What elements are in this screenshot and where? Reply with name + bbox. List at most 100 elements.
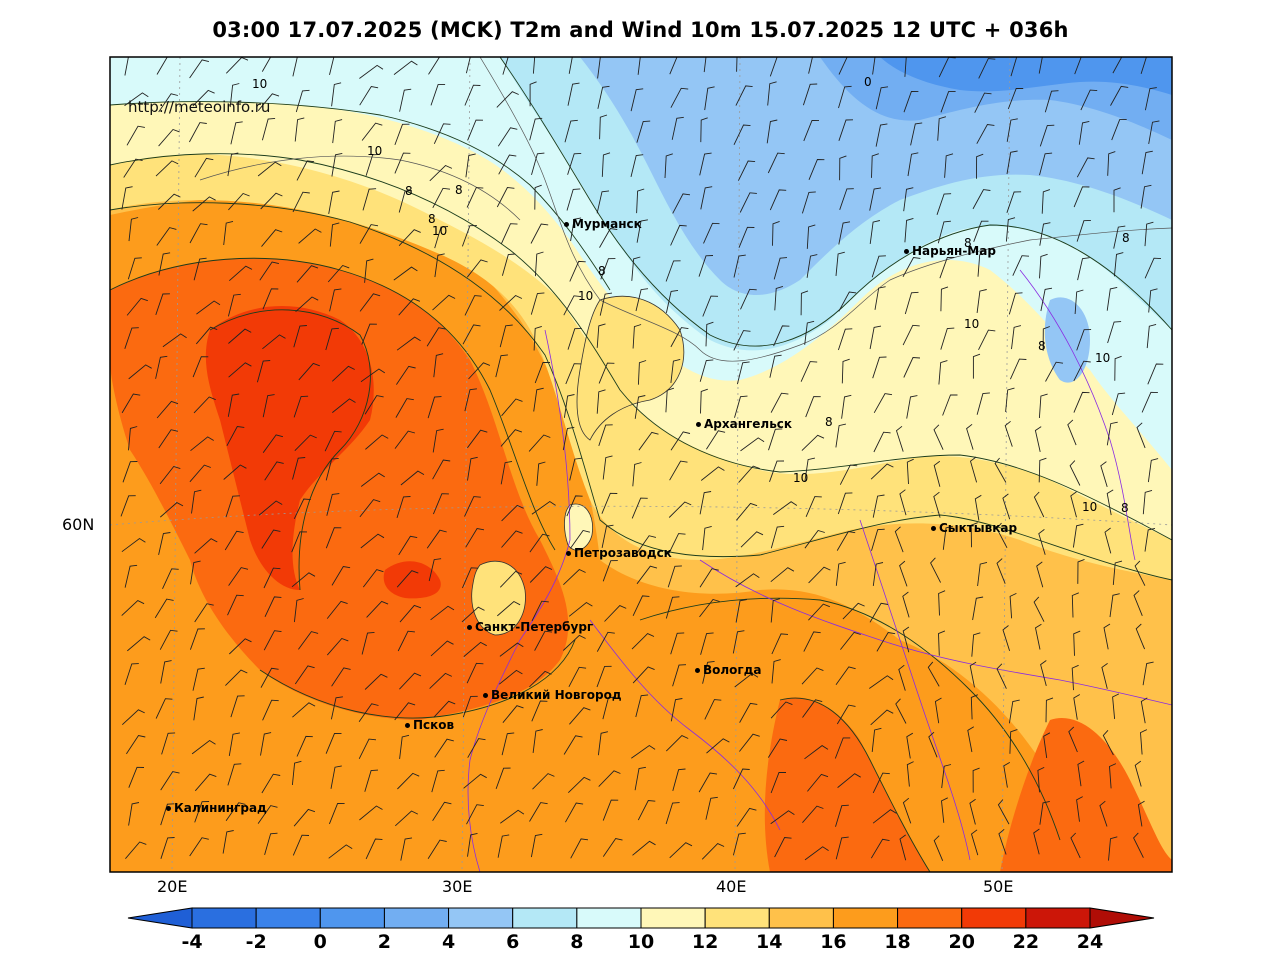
wind-barb bbox=[872, 57, 876, 75]
wind-barb bbox=[835, 836, 849, 860]
wind-barb bbox=[703, 57, 707, 73]
wind-barb bbox=[976, 153, 984, 179]
wind-barb bbox=[128, 766, 145, 788]
wind-barb bbox=[224, 530, 244, 551]
wind-barb bbox=[228, 328, 252, 344]
wind-barb bbox=[434, 253, 445, 278]
wind-barb bbox=[1140, 184, 1152, 209]
wind-barb bbox=[740, 437, 765, 452]
wind-barb bbox=[432, 493, 449, 515]
wind-barb bbox=[1076, 219, 1091, 242]
isoline-label: 10 bbox=[964, 317, 980, 331]
wind-barb bbox=[1147, 363, 1164, 385]
wind-barb bbox=[835, 251, 845, 276]
wind-barb bbox=[770, 772, 786, 794]
colorbar-tick-label: 18 bbox=[884, 931, 911, 953]
wind-barb bbox=[944, 153, 954, 178]
wind-barb bbox=[938, 360, 948, 385]
wind-barb bbox=[432, 294, 456, 311]
isoline-label: 10 bbox=[1082, 500, 1098, 514]
wind-barb bbox=[1112, 57, 1123, 74]
wind-barb bbox=[699, 491, 712, 515]
wind-barb bbox=[1100, 461, 1108, 488]
wind-barb bbox=[158, 252, 171, 276]
wind-barb bbox=[1003, 762, 1011, 788]
wind-barb bbox=[496, 187, 515, 208]
white-sea bbox=[576, 296, 685, 441]
wind-barb bbox=[298, 631, 319, 650]
wind-barb bbox=[189, 122, 207, 143]
wind-barb bbox=[365, 153, 380, 176]
wind-barb bbox=[292, 191, 310, 213]
wind-barb bbox=[499, 669, 523, 685]
wind-barb bbox=[464, 496, 481, 517]
wind-barb bbox=[565, 802, 584, 823]
wind-barb bbox=[529, 566, 553, 583]
wind-barb bbox=[1146, 323, 1157, 349]
wind-barb bbox=[1068, 726, 1078, 753]
wind-barb bbox=[496, 91, 519, 108]
wind-barb bbox=[399, 734, 410, 759]
wind-barb bbox=[364, 673, 388, 690]
wind-barb bbox=[1099, 800, 1108, 827]
wind-barb bbox=[933, 460, 941, 487]
wind-barb bbox=[427, 839, 447, 860]
wind-barb bbox=[263, 630, 282, 651]
wind-barb bbox=[293, 498, 311, 519]
wind-barb bbox=[636, 535, 657, 554]
wind-barb bbox=[597, 731, 609, 756]
wind-barb bbox=[739, 702, 758, 723]
wind-barb bbox=[604, 605, 627, 622]
wind-barb bbox=[938, 590, 946, 616]
wind-barb bbox=[264, 832, 278, 856]
wind-barb bbox=[672, 768, 686, 792]
wind-barb bbox=[841, 394, 852, 419]
isoline-label: 10 bbox=[1095, 351, 1111, 365]
city-marker bbox=[166, 806, 171, 811]
wind-barb bbox=[972, 353, 981, 379]
wind-barb bbox=[398, 298, 421, 316]
wind-barb bbox=[773, 257, 788, 280]
wind-barb bbox=[772, 220, 780, 246]
longitude-label-30e: 30E bbox=[442, 877, 473, 896]
wind-barb bbox=[602, 696, 616, 720]
wind-barb bbox=[529, 670, 552, 688]
wind-barb bbox=[1038, 457, 1047, 483]
wind-barb bbox=[667, 565, 682, 588]
wind-barb bbox=[501, 253, 516, 276]
wind-barb bbox=[467, 832, 478, 857]
longitude-label-50e: 50E bbox=[983, 877, 1014, 896]
wind-barb bbox=[192, 196, 216, 212]
wind-barb bbox=[902, 324, 920, 346]
wind-barb bbox=[162, 568, 179, 589]
wind-barb bbox=[358, 703, 379, 723]
wind-barb bbox=[1140, 57, 1147, 75]
wind-barb bbox=[365, 434, 389, 450]
wind-barb bbox=[326, 637, 349, 656]
wind-barb bbox=[630, 88, 644, 112]
wind-barb bbox=[1073, 360, 1091, 382]
wind-barb bbox=[160, 502, 184, 518]
wind-barb bbox=[467, 738, 486, 758]
wind-barb bbox=[229, 83, 240, 108]
wind-barb bbox=[400, 837, 413, 861]
wind-barb bbox=[500, 460, 513, 485]
wind-barb bbox=[1036, 561, 1044, 588]
wind-barb bbox=[699, 568, 719, 588]
wind-barb bbox=[426, 327, 446, 347]
wind-barb bbox=[193, 696, 204, 721]
wind-barb bbox=[122, 461, 138, 483]
wind-barb bbox=[465, 528, 485, 548]
wind-barb bbox=[502, 705, 524, 723]
wind-barb bbox=[332, 398, 356, 413]
wind-barb bbox=[501, 732, 515, 756]
wind-barb bbox=[466, 662, 484, 684]
wind-barb bbox=[1034, 623, 1042, 650]
wind-barb bbox=[529, 81, 537, 107]
wind-barb bbox=[940, 91, 956, 113]
wind-barb bbox=[1141, 391, 1158, 413]
wind-barb bbox=[1078, 120, 1090, 145]
wind-barb bbox=[770, 392, 789, 413]
wind-barb bbox=[434, 738, 454, 758]
wind-barb bbox=[396, 336, 421, 351]
